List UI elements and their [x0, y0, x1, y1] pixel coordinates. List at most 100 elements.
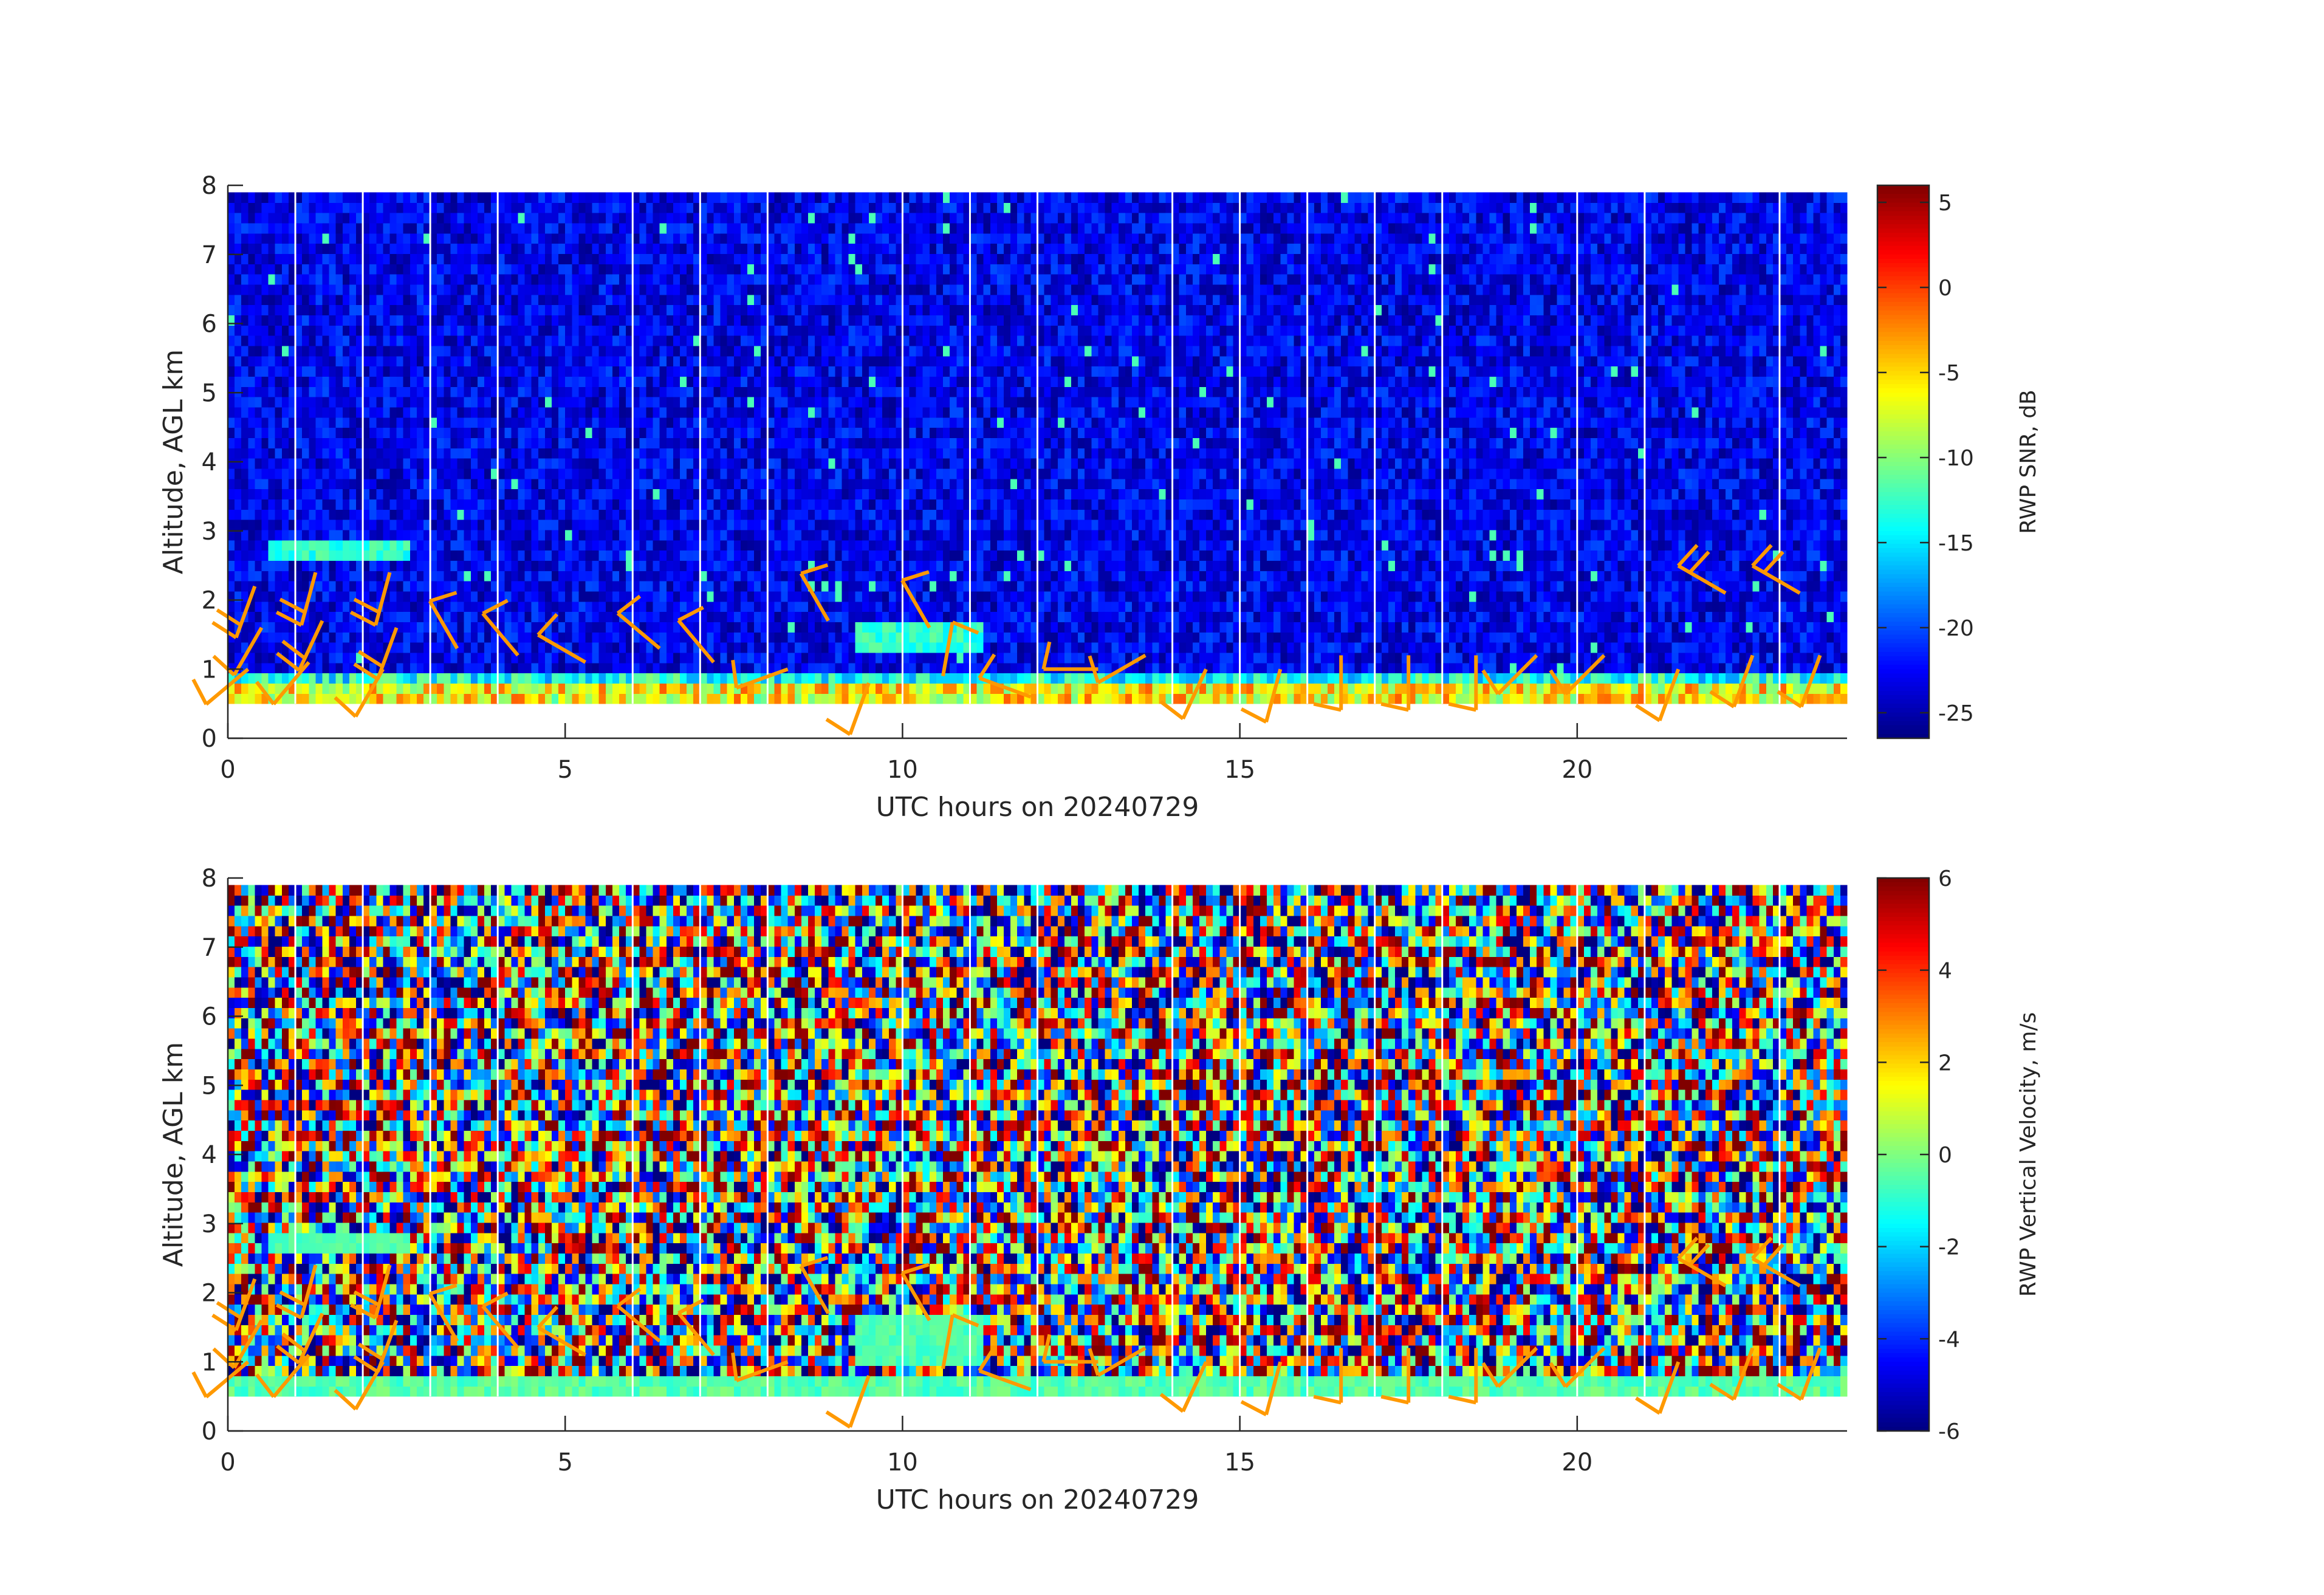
heatmap-cell [565, 417, 572, 428]
heatmap-cell [464, 468, 471, 479]
heatmap-cell [558, 551, 566, 561]
heatmap-cell [808, 407, 815, 417]
heatmap-cell [282, 673, 289, 684]
heatmap-cell [329, 295, 337, 305]
heatmap-cell [552, 346, 559, 356]
heatmap-cell [269, 335, 276, 346]
heatmap-cell [518, 192, 525, 202]
heatmap-cell [788, 632, 795, 642]
heatmap-cell [721, 632, 728, 642]
heatmap-cell [336, 622, 343, 632]
heatmap-cell [390, 305, 397, 315]
heatmap-cell [343, 530, 350, 540]
heatmap-cell [329, 663, 337, 673]
heatmap-cell [538, 693, 546, 704]
heatmap-cell [639, 693, 646, 704]
heatmap-cell [538, 468, 546, 479]
heatmap-cell [565, 437, 572, 448]
heatmap-cell [504, 376, 512, 386]
heatmap-cell [336, 602, 343, 612]
heatmap-cell [565, 489, 572, 499]
heatmap-cell [788, 551, 795, 561]
heatmap-cell [558, 192, 566, 202]
heatmap-cell [248, 520, 255, 530]
heatmap-cell [565, 305, 572, 315]
heatmap-cell [343, 407, 350, 417]
heatmap-cell [592, 693, 600, 704]
heatmap-cell [592, 673, 600, 684]
heatmap-cell [458, 602, 465, 612]
heatmap-cell [322, 499, 329, 509]
heatmap-cell [774, 264, 781, 274]
heatmap-cell [269, 560, 276, 571]
heatmap-cell [741, 458, 748, 468]
heatmap-cell [255, 551, 262, 561]
heatmap-cell [262, 244, 269, 254]
heatmap-cell [673, 386, 680, 397]
heatmap-cell [437, 213, 444, 223]
heatmap-cell [889, 509, 896, 520]
heatmap-cell [235, 683, 242, 693]
heatmap-cell [741, 233, 748, 244]
heatmap-cell [578, 335, 586, 346]
heatmap-cell [849, 428, 856, 438]
heatmap-cell [687, 407, 694, 417]
heatmap-cell [235, 244, 242, 254]
heatmap-cell [727, 489, 735, 499]
heatmap-cell [572, 325, 579, 335]
heatmap-cell [504, 437, 512, 448]
heatmap-cell [498, 295, 505, 305]
heatmap-cell [302, 253, 309, 264]
heatmap-cell [504, 315, 512, 325]
heatmap-cell [889, 622, 896, 632]
heatmap-cell [390, 335, 397, 346]
heatmap-cell [545, 653, 552, 663]
heatmap-cell [444, 376, 451, 386]
heatmap-cell [403, 295, 411, 305]
heatmap-cell [714, 397, 721, 407]
heatmap-cell [302, 264, 309, 274]
heatmap-cell [855, 673, 863, 684]
heatmap-cell [592, 591, 600, 602]
heatmap-cell [801, 520, 809, 530]
heatmap-cell [639, 663, 646, 673]
heatmap-cell [862, 530, 869, 540]
heatmap-cell [471, 213, 478, 223]
heatmap-cell [801, 407, 809, 417]
heatmap-cell [660, 448, 667, 458]
heatmap-cell [808, 264, 815, 274]
heatmap-cell [525, 591, 532, 602]
heatmap-cell [767, 202, 775, 213]
heatmap-cell [255, 253, 262, 264]
heatmap-cell [444, 264, 451, 274]
heatmap-cell [639, 448, 646, 458]
heatmap-cell [882, 192, 889, 202]
heatmap-cell [478, 335, 485, 346]
heatmap-cell [721, 448, 728, 458]
heatmap-cell [707, 683, 714, 693]
heatmap-cell [801, 663, 809, 673]
heatmap-cell [309, 325, 316, 335]
heatmap-cell [343, 581, 350, 591]
heatmap-cell [767, 622, 775, 632]
heatmap-cell [855, 264, 863, 274]
heatmap-cell [369, 223, 377, 233]
heatmap-cell [606, 366, 613, 377]
heatmap-cell [464, 244, 471, 254]
heatmap-cell [767, 530, 775, 540]
heatmap-cell [632, 192, 640, 202]
heatmap-cell [849, 642, 856, 653]
heatmap-cell [599, 468, 606, 479]
heatmap-cell [525, 417, 532, 428]
heatmap-cell [552, 223, 559, 233]
heatmap-cell [363, 560, 370, 571]
heatmap-cell [842, 581, 849, 591]
heatmap-cell [801, 325, 809, 335]
heatmap-cell [862, 376, 869, 386]
heatmap-cell [363, 479, 370, 489]
heatmap-cell [369, 489, 377, 499]
heatmap-cell [538, 581, 546, 591]
heatmap-cell [646, 386, 653, 397]
heatmap-cell [504, 560, 512, 571]
heatmap-cell [828, 622, 835, 632]
